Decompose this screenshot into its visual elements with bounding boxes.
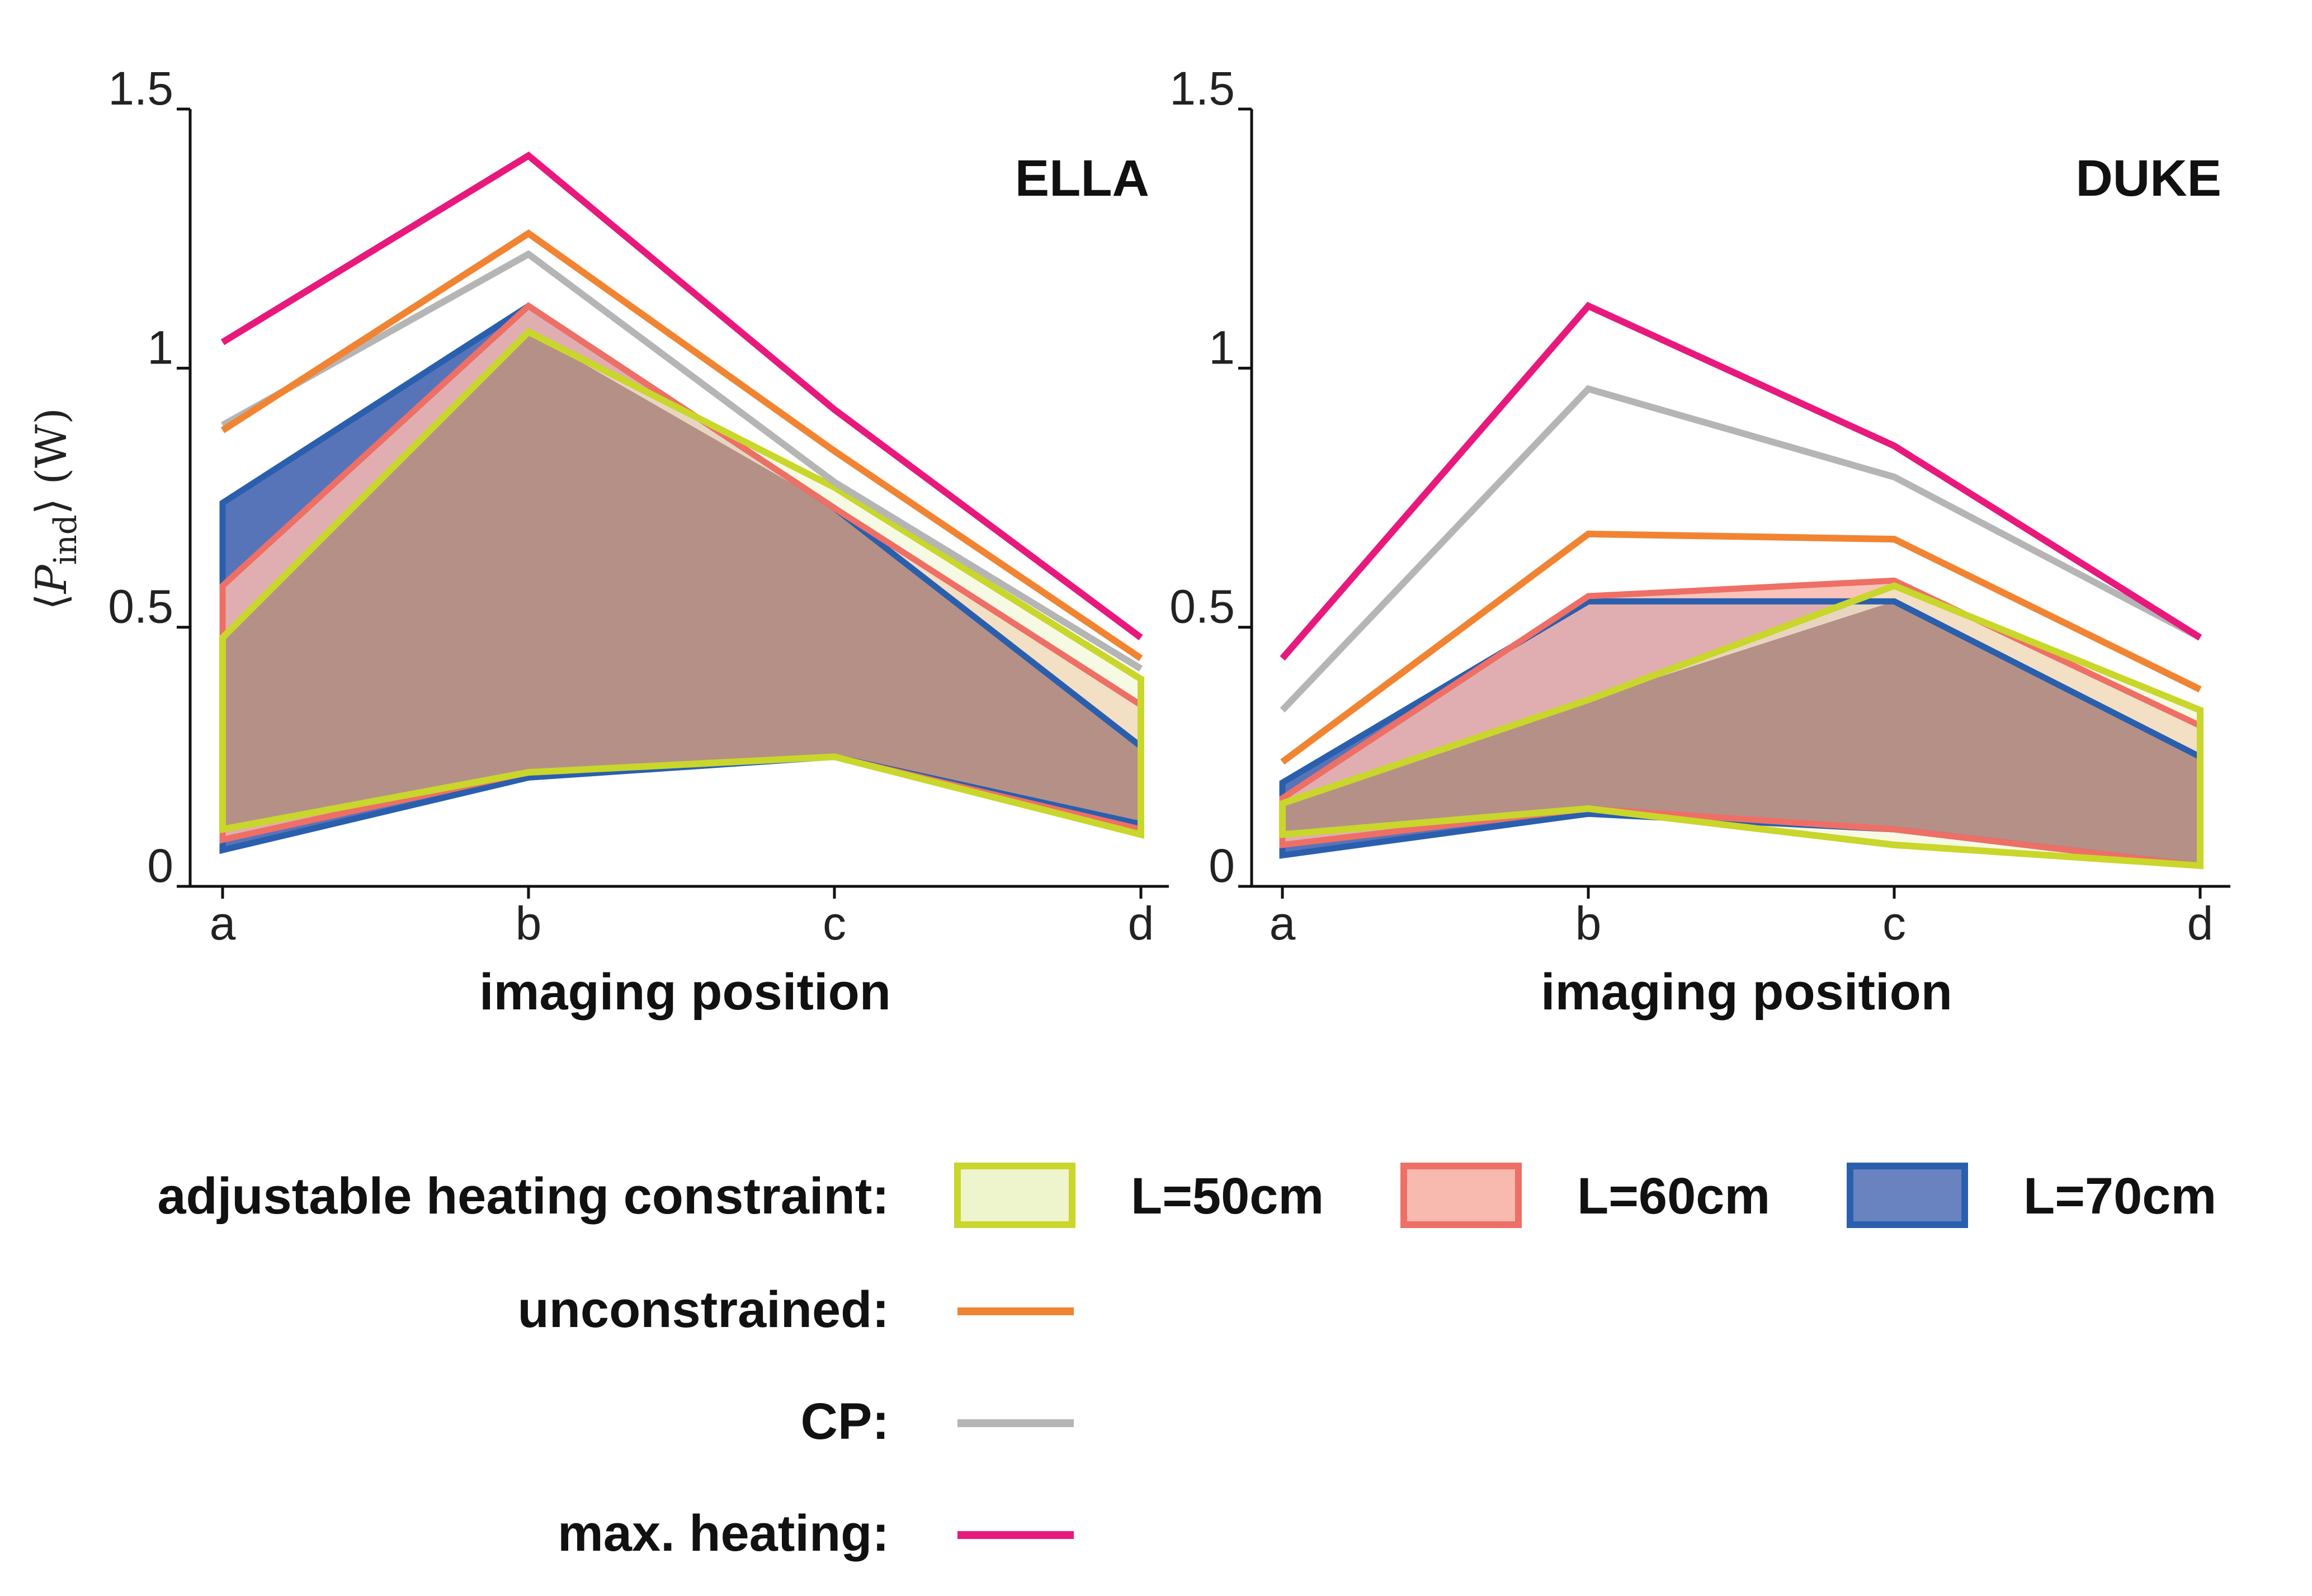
legend-heading: adjustable heating constraint: bbox=[157, 1168, 889, 1225]
y-tick-label: 0 bbox=[1209, 839, 1235, 892]
x-tick-label: a bbox=[210, 897, 236, 950]
legend-label-unconstrained: unconstrained: bbox=[518, 1281, 889, 1338]
panel-title: ELLA bbox=[1015, 150, 1149, 207]
legend-label-max-heating: max. heating: bbox=[558, 1505, 889, 1562]
x-tick-label: d bbox=[1128, 897, 1154, 950]
svg-text:⟨Pind⟩ (W): ⟨Pind⟩ (W) bbox=[26, 408, 84, 610]
legend-swatch-L-50cm bbox=[954, 1163, 1075, 1228]
y-tick-label: 0.5 bbox=[108, 580, 173, 633]
y-tick-label: 1 bbox=[147, 321, 173, 374]
series-line-unconstrained bbox=[220, 229, 1143, 662]
x-tick-label: b bbox=[516, 897, 542, 950]
y-tick-label: 1 bbox=[1209, 321, 1235, 374]
x-axis-label: imaging position bbox=[1541, 964, 1952, 1021]
band-overlap bbox=[1282, 601, 2200, 866]
y-tick-label: 1.5 bbox=[108, 62, 173, 115]
legend-swatch-L-70cm bbox=[1847, 1163, 1968, 1228]
series-line-max-heating bbox=[1280, 301, 2202, 661]
y-tick-label: 0.5 bbox=[1169, 580, 1235, 633]
legend-swatch-L-60cm bbox=[1400, 1163, 1522, 1228]
legend: adjustable heating constraint: L=50cm L=60… bbox=[157, 1163, 2216, 1562]
legend-label-cp: CP: bbox=[801, 1393, 889, 1450]
series-line-unconstrained bbox=[1280, 530, 2202, 765]
legend-label-L-60cm: L=60cm bbox=[1577, 1168, 1770, 1225]
series-line-cp bbox=[1280, 385, 2202, 713]
x-tick-label: d bbox=[2187, 897, 2214, 950]
x-tick-label: c bbox=[1882, 897, 1906, 950]
series-line-cp bbox=[221, 250, 1143, 672]
legend-label-L-50cm: L=50cm bbox=[1131, 1168, 1324, 1225]
legend-label-L-70cm: L=70cm bbox=[2023, 1168, 2216, 1225]
x-tick-label: a bbox=[1270, 897, 1296, 950]
band-outline-L-50cm bbox=[1279, 582, 2204, 870]
x-tick-label: c bbox=[823, 897, 846, 950]
y-tick-label: 0 bbox=[147, 839, 173, 892]
series-line-max-heating bbox=[220, 152, 1143, 641]
panel-title: DUKE bbox=[2075, 150, 2221, 207]
panel-duke: 0 0.5 1 1.5 a b c d imaging position DUKE bbox=[1169, 62, 2230, 1021]
x-axis-label: imaging position bbox=[479, 964, 891, 1021]
x-tick-label: b bbox=[1575, 897, 1602, 950]
y-tick-label: 1.5 bbox=[1169, 62, 1235, 115]
band-outline-L-50cm bbox=[219, 328, 1144, 839]
band-overlap bbox=[223, 332, 1141, 830]
y-axis-label: ⟨Pind⟩ (W) bbox=[26, 408, 84, 610]
panel-ella: 0 0.5 1 1.5 a b c d imaging position ELLA bbox=[108, 62, 1169, 1021]
